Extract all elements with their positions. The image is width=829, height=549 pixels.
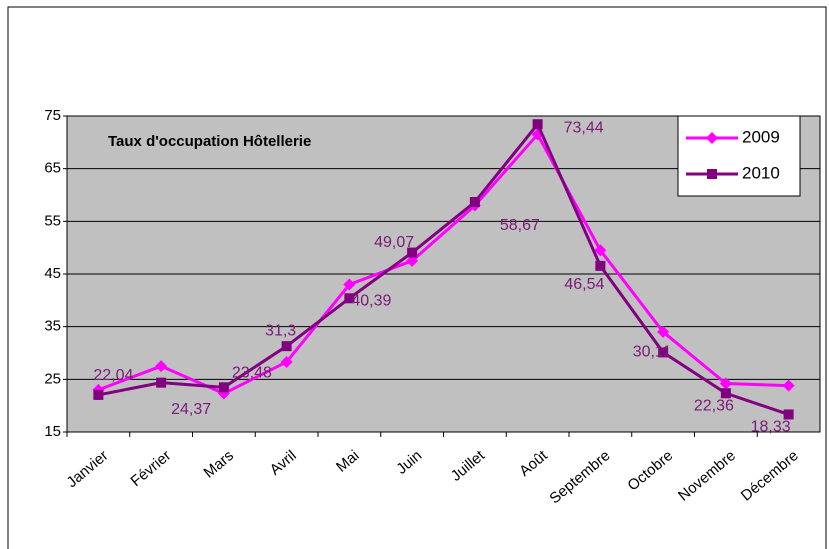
chart-title: Taux d'occupation Hôtellerie (108, 133, 311, 150)
data-label: 49,07 (374, 234, 414, 251)
data-label: 22,36 (694, 397, 734, 414)
marker (281, 341, 292, 352)
legend-marker (707, 169, 717, 179)
marker (406, 254, 419, 267)
marker (720, 388, 731, 399)
legend-label: 2010 (742, 163, 780, 182)
y-tick-label: 45 (44, 265, 61, 282)
marker (657, 325, 670, 338)
data-label: 46,54 (564, 276, 604, 293)
data-label: 73,44 (564, 119, 604, 136)
marker (280, 355, 293, 368)
marker (218, 382, 229, 393)
marker (658, 347, 669, 358)
marker (782, 379, 795, 392)
data-label: 23,48 (232, 365, 272, 382)
data-label: 40,39 (351, 292, 391, 309)
data-label: 18,33 (751, 419, 791, 436)
marker (155, 360, 168, 373)
y-tick-label: 15 (44, 423, 61, 440)
data-label: 22,04 (93, 367, 133, 384)
marker (594, 244, 607, 257)
legend-label: 2009 (742, 127, 780, 146)
data-label: 58,67 (500, 217, 540, 234)
data-label: 31,3 (265, 322, 296, 339)
marker (407, 247, 418, 258)
marker (469, 197, 480, 208)
legend-marker (706, 132, 718, 144)
data-label: 30,11 (633, 344, 672, 361)
marker (595, 260, 606, 271)
data-label: 24,37 (171, 401, 211, 418)
y-tick-label: 25 (44, 370, 61, 387)
marker (343, 278, 356, 291)
marker (532, 119, 543, 130)
y-tick-label: 55 (44, 212, 61, 229)
marker (719, 377, 732, 390)
marker (93, 389, 104, 400)
marker (156, 377, 167, 388)
series-line (97, 131, 789, 396)
y-tick-label: 65 (44, 160, 61, 177)
y-tick-label: 75 (44, 107, 61, 124)
legend-box (677, 115, 801, 197)
series-line (98, 121, 790, 416)
marker (783, 409, 794, 420)
marker (344, 293, 355, 304)
y-tick-label: 35 (44, 318, 61, 335)
